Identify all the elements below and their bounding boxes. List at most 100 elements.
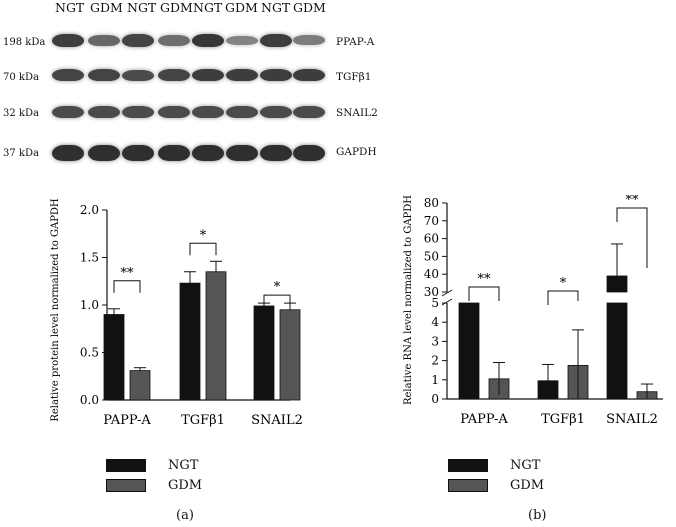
significance-marker: *: [274, 280, 281, 295]
kda-label: 70 kDa: [3, 72, 39, 83]
lane-label: GDM: [293, 0, 326, 15]
blot-band: [293, 35, 325, 45]
y-tick-label: 5: [431, 296, 439, 310]
y-tick-label: 40: [424, 267, 439, 281]
significance-marker: **: [121, 266, 135, 281]
blot-band: [260, 106, 292, 118]
blot-strip-gapdh: [50, 137, 327, 169]
blot-band: [226, 145, 258, 161]
y-tick-label: 60: [424, 232, 439, 246]
kda-label: 32 kDa: [3, 108, 39, 119]
blot-band: [122, 106, 154, 118]
lane-label: NGT: [261, 0, 291, 15]
legend-label: NGT: [510, 458, 541, 473]
significance-bracket: [468, 286, 500, 301]
significance-marker: **: [626, 195, 640, 208]
bar-ngt: [458, 302, 480, 400]
blot-band: [88, 69, 120, 81]
significance-marker: **: [478, 272, 492, 287]
bar-gdm: [279, 309, 301, 401]
y-tick-label: 1.0: [80, 298, 99, 312]
y-tick-label: 4: [431, 315, 439, 329]
significance-marker: *: [200, 228, 207, 243]
x-category-label: TGFβ1: [181, 413, 225, 428]
significance-bracket: [113, 280, 141, 293]
y-axis-label: Relative protein level normalized to GAP…: [50, 198, 61, 422]
bar-ngt: [103, 314, 125, 401]
x-category-label: TGFβ1: [541, 412, 585, 427]
blot-band: [122, 34, 154, 47]
blot-band: [192, 34, 224, 47]
blot-band: [260, 145, 292, 161]
y-tick-label: 0.0: [80, 393, 99, 407]
blot-band: [52, 106, 84, 118]
blot-band: [293, 145, 325, 161]
x-category-label: SNAIL2: [251, 413, 303, 428]
y-tick-label: 50: [424, 249, 439, 263]
y-tick-label: 1: [431, 373, 439, 387]
legend-swatch: [106, 459, 146, 472]
lane-label: NGT: [193, 0, 223, 15]
bar-ngt: [179, 282, 201, 401]
chart-b: Relative RNA level normalized to GAPDH 3…: [403, 195, 663, 427]
blot-band: [226, 106, 258, 118]
blot-band: [226, 69, 258, 81]
blot-protein-label: GAPDH: [336, 146, 377, 158]
bar-ngt: [606, 302, 628, 400]
blot-protein-label: PPAP-A: [336, 36, 375, 48]
significance-bracket: [616, 207, 648, 268]
blot-band: [192, 69, 224, 81]
blot-band: [158, 35, 190, 46]
x-category-label: PAPP-A: [103, 413, 151, 428]
lane-label: GDM: [90, 0, 123, 15]
x-category-label: SNAIL2: [606, 412, 658, 427]
legend-swatch: [106, 479, 146, 492]
y-tick-label: 2.0: [80, 203, 99, 217]
blot-band: [226, 36, 258, 45]
legend-a: NGT GDM: [106, 458, 202, 493]
lane-label: NGT: [55, 0, 85, 15]
y-tick-label: 1.5: [80, 251, 99, 265]
blot-band: [158, 145, 190, 161]
blot-strip-tgfb1: [50, 62, 327, 88]
y-tick-label: 80: [424, 196, 439, 210]
kda-label: 198 kDa: [3, 37, 46, 48]
blot-band: [122, 145, 154, 161]
legend-label: NGT: [168, 458, 199, 473]
blot-band: [52, 34, 84, 47]
bar-gdm: [205, 271, 227, 401]
blot-band: [158, 106, 190, 118]
blot-protein-label: TGFβ1: [336, 71, 372, 83]
legend-label: GDM: [168, 478, 203, 493]
blot-band: [88, 35, 120, 46]
axis-break-mark: [441, 289, 453, 297]
blot-strip-snail2: [50, 98, 327, 126]
legend-swatch: [448, 459, 488, 472]
blot-band: [192, 106, 224, 118]
chart-a: Relative protein level normalized to GAP…: [50, 198, 303, 428]
lane-label: NGT: [127, 0, 157, 15]
blot-band: [158, 69, 190, 81]
significance-marker: *: [560, 276, 567, 291]
blot-band: [293, 69, 325, 81]
panel-label: (a): [176, 508, 194, 523]
lane-label: GDM: [160, 0, 193, 15]
blot-band: [192, 145, 224, 161]
blot-band: [293, 106, 325, 118]
blot-band: [122, 70, 154, 81]
blot-band: [260, 69, 292, 81]
blot-band: [52, 69, 84, 81]
significance-bracket: [189, 242, 217, 256]
bar-ngt: [253, 305, 275, 401]
axis-break-mark: [441, 298, 453, 306]
y-tick-label: 30: [424, 285, 439, 299]
blot-band: [88, 106, 120, 118]
y-tick-label: 70: [424, 214, 439, 228]
legend-swatch: [448, 479, 488, 492]
y-tick-label: 0: [431, 392, 439, 406]
y-axis-label: Relative RNA level normalized to GAPDH: [403, 195, 414, 405]
kda-label: 37 kDa: [3, 148, 39, 159]
blot-strip-ppapa: [50, 26, 327, 54]
blot-band: [88, 145, 120, 161]
y-tick-label: 0.5: [80, 346, 99, 360]
